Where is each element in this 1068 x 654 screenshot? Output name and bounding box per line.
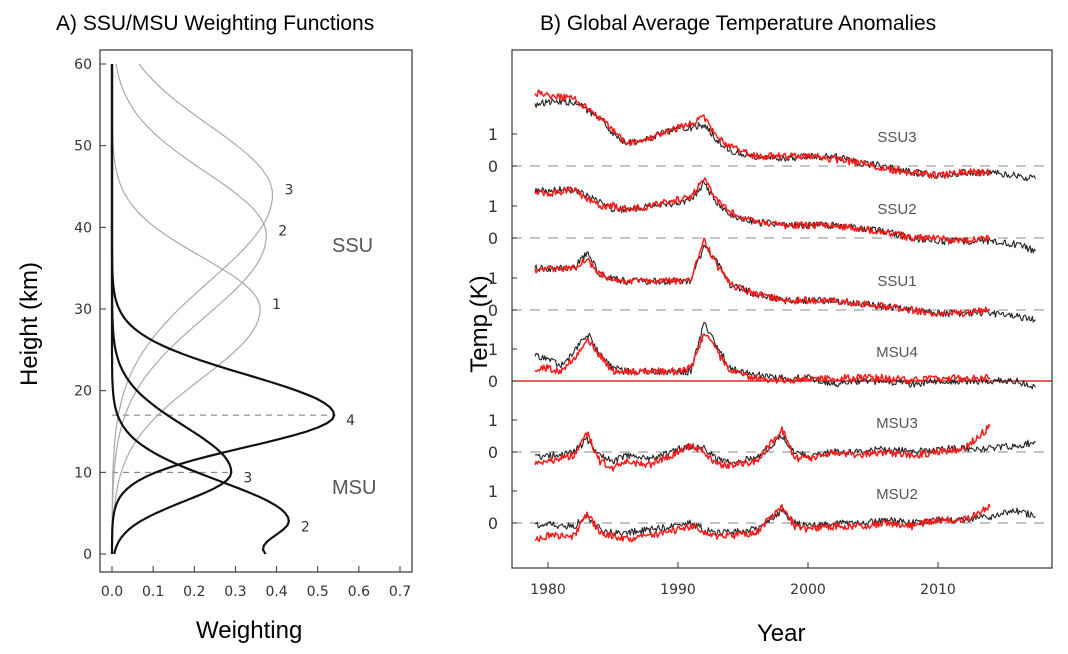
panel-a-title: A) SSU/MSU Weighting Functions xyxy=(56,12,375,35)
series-label-msu3: MSU3 xyxy=(876,415,918,432)
y-tick-label: 1 xyxy=(488,269,498,288)
curve-label: 3 xyxy=(284,183,293,199)
y-tick-label: 0 xyxy=(488,514,498,533)
x-tick-label: 2010 xyxy=(920,582,956,598)
series-label-msu4: MSU4 xyxy=(876,344,918,361)
msu-weighting-curve-2 xyxy=(110,64,291,555)
ssu-section-label: SSU xyxy=(332,235,373,257)
y-tick-label: 0 xyxy=(488,443,498,462)
y-tick-label: 0 xyxy=(488,372,498,391)
y-tick-label: 10 xyxy=(74,465,92,481)
curve-label: 2 xyxy=(278,224,287,240)
series-black-SSU2 xyxy=(534,180,1036,254)
y-tick-label: 20 xyxy=(74,384,92,400)
x-tick-label: 0.4 xyxy=(265,584,287,600)
msu-section-label: MSU xyxy=(332,477,376,499)
panel-b-title: B) Global Average Temperature Anomalies xyxy=(540,12,937,35)
y-tick-label: 1 xyxy=(488,411,498,430)
ssu-weighting-curve-1 xyxy=(111,64,261,555)
series-black-MSU2 xyxy=(534,507,1036,537)
x-tick-label: 0.5 xyxy=(307,584,329,600)
y-tick-label: 0 xyxy=(488,301,498,320)
plot-frame xyxy=(511,49,1053,569)
curve-label: 4 xyxy=(346,413,355,429)
series-black-SSU1 xyxy=(534,244,1036,323)
y-tick-label: 0 xyxy=(488,157,498,176)
y-tick-label: 1 xyxy=(488,197,498,216)
x-tick-label: 0.7 xyxy=(389,584,411,600)
series-black-MSU4 xyxy=(534,322,1036,390)
ssu-weighting-curve-2 xyxy=(111,63,267,554)
panel-b-xlabel: Year xyxy=(757,620,806,647)
series-red-MSU4 xyxy=(534,333,991,385)
series-black-SSU3 xyxy=(534,97,1037,182)
series-red-SSU3 xyxy=(534,89,991,180)
series-label-ssu2: SSU2 xyxy=(877,201,916,218)
x-tick-label: 1980 xyxy=(530,582,566,598)
x-tick-label: 0.6 xyxy=(348,584,370,600)
temperature-anomalies-plot: 1980 1990 2000 2010 0 1 SSU3 0 1 SSU2 0 1 SSU1 0 1 MSU4… xyxy=(488,49,1053,598)
x-tick-label: 0.2 xyxy=(183,584,205,600)
y-tick-label: 1 xyxy=(488,125,498,144)
series-label-msu2: MSU2 xyxy=(876,486,918,503)
curve-label: 2 xyxy=(301,519,310,535)
series-red-MSU3 xyxy=(534,423,991,472)
y-tick-label: 50 xyxy=(74,139,92,155)
panel-a-xlabel: Weighting xyxy=(196,617,303,644)
curve-label: 3 xyxy=(243,470,252,486)
x-tick-label: 1990 xyxy=(660,582,696,598)
y-tick-label: 1 xyxy=(488,340,498,359)
x-tick-label: 0.0 xyxy=(101,584,123,600)
y-tick-label: 60 xyxy=(74,57,92,73)
series-red-MSU2 xyxy=(534,503,991,543)
series-red-SSU2 xyxy=(534,177,991,245)
series-label-ssu3: SSU3 xyxy=(877,129,916,146)
x-tick-label: 2000 xyxy=(790,582,826,598)
y-tick-label: 1 xyxy=(488,482,498,501)
weighting-functions-plot: 0.0 0.1 0.2 0.3 0.4 0.5 0.6 0.7 0 10 20 30 40 50 60 3 2 1… xyxy=(74,49,413,600)
y-tick-label: 0 xyxy=(488,229,498,248)
curve-label: 1 xyxy=(272,297,281,313)
msu-weighting-curve-4 xyxy=(110,64,336,554)
series-black-MSU3 xyxy=(534,434,1036,465)
y-tick-label: 40 xyxy=(74,220,92,236)
series-label-ssu1: SSU1 xyxy=(877,273,916,290)
x-tick-label: 0.3 xyxy=(224,584,246,600)
ssu-weighting-curve-3 xyxy=(111,63,274,554)
y-tick-label: 0 xyxy=(83,547,92,563)
y-tick-label: 30 xyxy=(74,302,92,318)
x-tick-label: 0.1 xyxy=(142,584,164,600)
series-red-SSU1 xyxy=(534,237,991,318)
plot-frame xyxy=(99,49,413,573)
